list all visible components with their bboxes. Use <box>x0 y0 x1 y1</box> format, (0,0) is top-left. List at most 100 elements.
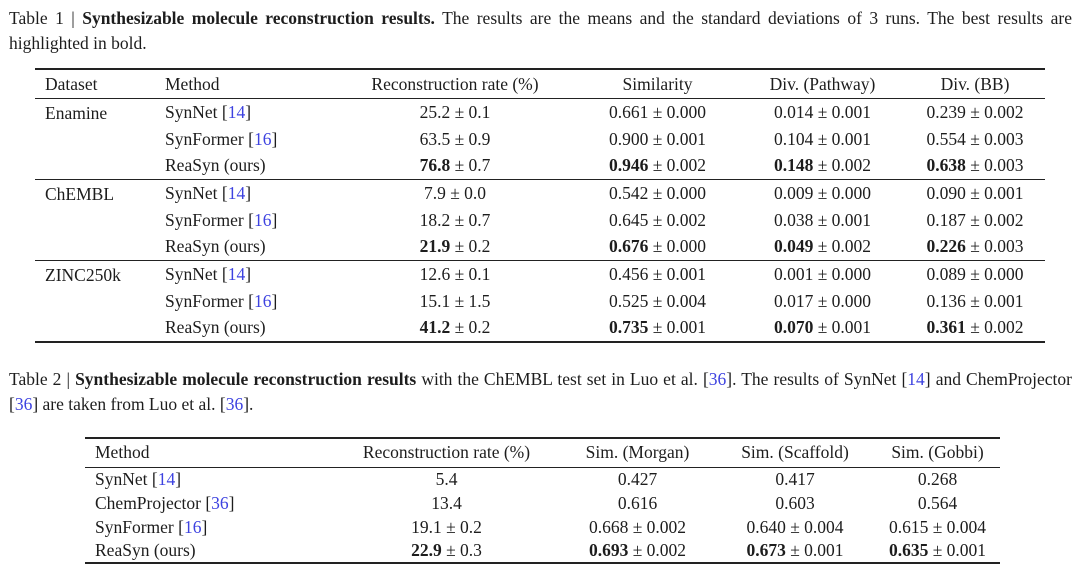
table1-caption-title: Synthesizable molecule reconstruction re… <box>82 8 435 28</box>
value-cell: 0.070 ± 0.001 <box>773 317 872 337</box>
citation-link[interactable]: 36 <box>14 394 33 414</box>
method-cell: ReaSyn (ours) <box>165 236 266 257</box>
col-header-div-pathway: Div. (Pathway) <box>740 69 905 99</box>
citation-link[interactable]: 36 <box>708 369 727 389</box>
value-cell: 0.187 ± 0.002 <box>926 209 1024 230</box>
method-cell: SynFormer [16] <box>165 128 278 149</box>
value-cell: 0.226 ± 0.003 <box>926 236 1024 257</box>
value-cell: 0.104 ± 0.001 <box>773 128 872 149</box>
value-cell: 0.640 ± 0.004 <box>746 516 844 537</box>
method-cell: SynNet [14] <box>95 468 182 489</box>
value-cell: 76.8 ± 0.7 <box>419 155 491 176</box>
method-cell: SynFormer [16] <box>165 290 278 311</box>
citation-link[interactable]: 36 <box>225 394 244 414</box>
col-header-reconstruction-rate: Reconstruction rate (%) <box>333 438 560 468</box>
citation-link[interactable]: 16 <box>183 516 202 537</box>
method-cell: SynFormer [16] <box>165 209 278 230</box>
value-cell: 0.668 ± 0.002 <box>588 516 687 537</box>
table1-caption-text: The results are the means and the standa… <box>9 8 1072 53</box>
col-header-similarity: Similarity <box>575 69 740 99</box>
citation-link[interactable]: 14 <box>227 263 246 284</box>
value-cell: 0.564 <box>917 492 958 513</box>
table2-caption-title: Synthesizable molecule reconstruction re… <box>75 369 417 389</box>
table-row: ReaSyn (ours) 22.9 ± 0.3 0.693 ± 0.002 0… <box>85 539 1000 563</box>
value-cell: 0.645 ± 0.002 <box>608 209 707 230</box>
table1-header-row: Dataset Method Reconstruction rate (%) S… <box>35 69 1045 99</box>
value-cell: 0.456 ± 0.001 <box>575 260 740 288</box>
value-cell: 0.693 ± 0.002 <box>588 540 687 560</box>
col-header-reconstruction-rate: Reconstruction rate (%) <box>335 69 575 99</box>
value-cell: 0.554 ± 0.003 <box>926 128 1024 149</box>
col-header-method: Method <box>155 69 335 99</box>
value-cell: 12.6 ± 0.1 <box>335 260 575 288</box>
value-cell: 0.673 ± 0.001 <box>746 540 844 560</box>
col-header-method: Method <box>85 438 333 468</box>
value-cell: 0.900 ± 0.001 <box>608 128 707 149</box>
citation-link[interactable]: 36 <box>211 492 229 513</box>
citation-link[interactable]: 14 <box>907 369 925 389</box>
dataset-cell: ZINC250k <box>35 260 155 342</box>
col-header-sim-morgan: Sim. (Morgan) <box>560 438 715 468</box>
table-row: ReaSyn (ours) 41.2 ± 0.2 0.735 ± 0.001 0… <box>35 315 1045 342</box>
value-cell: 0.148 ± 0.002 <box>773 155 872 176</box>
table-1: Dataset Method Reconstruction rate (%) S… <box>35 68 1045 343</box>
value-cell: 0.603 <box>775 492 815 513</box>
value-cell: 0.136 ± 0.001 <box>926 290 1024 311</box>
value-cell: 0.089 ± 0.000 <box>905 260 1045 288</box>
citation-link[interactable]: 16 <box>253 209 272 230</box>
value-cell: 0.038 ± 0.001 <box>773 209 872 230</box>
method-cell: ReaSyn (ours) <box>165 155 266 176</box>
col-header-div-bb: Div. (BB) <box>905 69 1045 99</box>
table-row: ChemProjector [36] 13.4 0.616 0.603 0.56… <box>85 491 1000 515</box>
value-cell: 63.5 ± 0.9 <box>419 128 491 149</box>
table2-caption: Table 2 | Synthesizable molecule reconst… <box>9 369 1072 414</box>
table-row: SynFormer [16] 63.5 ± 0.9 0.900 ± 0.001 … <box>35 126 1045 153</box>
citation-link[interactable]: 14 <box>227 101 246 122</box>
table-row: SynFormer [16] 19.1 ± 0.2 0.668 ± 0.002 … <box>85 515 1000 539</box>
table1-caption: Table 1 | Synthesizable molecule reconst… <box>9 6 1072 56</box>
value-cell: 0.946 ± 0.002 <box>608 155 707 176</box>
value-cell: 0.615 ± 0.004 <box>888 516 987 537</box>
value-cell: 0.638 ± 0.003 <box>926 155 1024 176</box>
table-row: ZINC250k SynNet [14] 12.6 ± 0.1 0.456 ± … <box>35 260 1045 342</box>
table-row: ChEMBL SynNet [14] 7.9 ± 0.0 0.542 ± 0.0… <box>35 179 1045 261</box>
value-cell: 0.525 ± 0.004 <box>608 290 707 311</box>
value-cell: 7.9 ± 0.0 <box>335 179 575 207</box>
citation-link[interactable]: 16 <box>253 128 272 149</box>
value-cell: 0.090 ± 0.001 <box>905 179 1045 207</box>
table2-caption-label: Table 2 | <box>9 369 76 389</box>
value-cell: 0.735 ± 0.001 <box>608 317 707 337</box>
value-cell: 22.9 ± 0.3 <box>411 540 482 560</box>
dataset-cell: Enamine <box>45 103 108 123</box>
method-cell: SynNet [14] <box>155 260 335 288</box>
table-row: SynFormer [16] 15.1 ± 1.5 0.525 ± 0.004 … <box>35 288 1045 315</box>
value-cell: 13.4 <box>431 492 462 513</box>
table1-caption-label: Table 1 | <box>9 8 83 28</box>
value-cell: 41.2 ± 0.2 <box>419 317 491 337</box>
table-row: SynFormer [16] 18.2 ± 0.7 0.645 ± 0.002 … <box>35 207 1045 234</box>
value-cell: 25.2 ± 0.1 <box>419 101 491 122</box>
dataset-cell: ChEMBL <box>35 179 155 261</box>
col-header-dataset: Dataset <box>35 69 155 99</box>
citation-link[interactable]: 16 <box>253 290 272 311</box>
table-row: ReaSyn (ours) 76.8 ± 0.7 0.946 ± 0.002 0… <box>35 153 1045 180</box>
value-cell: 0.268 <box>917 468 958 489</box>
value-cell: 0.417 <box>775 468 815 489</box>
value-cell: 18.2 ± 0.7 <box>419 209 491 230</box>
value-cell: 19.1 ± 0.2 <box>411 516 482 537</box>
value-cell: 0.635 ± 0.001 <box>888 540 987 560</box>
citation-link[interactable]: 14 <box>157 468 176 489</box>
table-row: SynNet [14] 5.4 0.427 0.417 0.268 <box>85 467 1000 491</box>
table-row: Enamine SynNet [14] 25.2 ± 0.1 0.661 ± 0… <box>35 99 1045 126</box>
table-row: ReaSyn (ours) 21.9 ± 0.2 0.676 ± 0.000 0… <box>35 234 1045 261</box>
citation-link[interactable]: 14 <box>227 182 246 203</box>
value-cell: 0.049 ± 0.002 <box>773 236 872 257</box>
value-cell: 0.661 ± 0.000 <box>608 101 707 122</box>
value-cell: 0.542 ± 0.000 <box>575 179 740 207</box>
col-header-sim-scaffold: Sim. (Scaffold) <box>715 438 875 468</box>
value-cell: 0.616 <box>617 492 658 513</box>
value-cell: 0.676 ± 0.000 <box>608 236 707 257</box>
value-cell: 0.239 ± 0.002 <box>926 101 1024 122</box>
value-cell: 0.001 ± 0.000 <box>740 260 905 288</box>
value-cell: 21.9 ± 0.2 <box>419 236 491 257</box>
